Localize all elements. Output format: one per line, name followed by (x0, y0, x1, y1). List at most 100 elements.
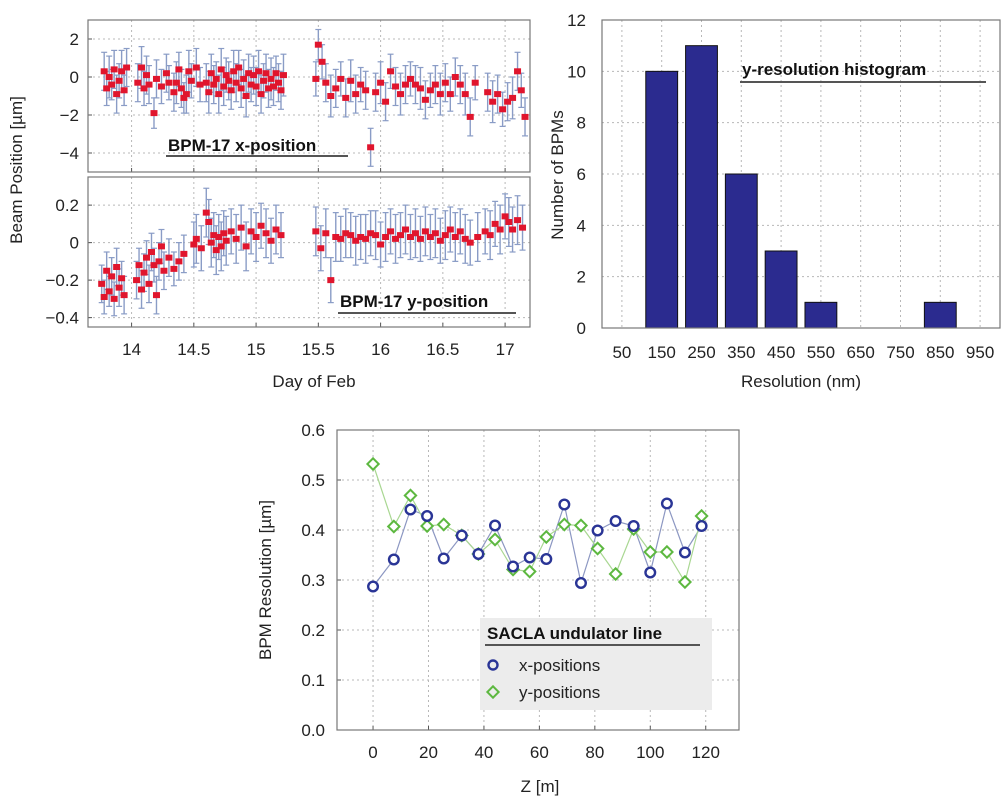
x-positions-point (660, 497, 673, 510)
beam-position-ylabel: Beam Position [µm] (7, 96, 26, 244)
y-position-xtick-label: 16 (371, 340, 390, 359)
y-position-point (242, 243, 250, 250)
x-position-point (150, 110, 158, 117)
x-position-point (272, 70, 280, 77)
x-position-point (441, 79, 449, 86)
x-position-point (342, 94, 350, 101)
y-position-point (456, 228, 464, 235)
histogram-xlabel: Resolution (nm) (741, 372, 861, 391)
histogram-bar (804, 301, 838, 329)
x-positions-point (523, 551, 536, 564)
y-position-point (135, 262, 143, 269)
x-positions-point (609, 515, 622, 528)
y-position-point (155, 258, 163, 265)
histogram-ytick-label: 12 (567, 11, 586, 30)
x-position-point (165, 79, 173, 86)
x-position-point (123, 64, 131, 71)
x-positions-point (695, 520, 708, 533)
resolution-xtick-label: 120 (692, 743, 720, 762)
x-position-point (270, 83, 278, 90)
x-position-point (514, 68, 522, 75)
x-position-point (322, 79, 330, 86)
y-position-point (217, 243, 225, 250)
x-position-point (225, 77, 233, 84)
resolution-annotation: SACLA undulator line (487, 624, 662, 643)
x-position-point (397, 91, 405, 98)
x-position-point (245, 70, 253, 77)
y-position-point (322, 230, 330, 237)
x-position-point (416, 85, 424, 92)
y-position-xtick-label: 14.5 (177, 340, 210, 359)
y-position-point (481, 228, 489, 235)
y-position-point (222, 237, 230, 244)
x-position-point (332, 85, 340, 92)
y-position-point (190, 241, 198, 248)
y-position-point (180, 250, 188, 257)
y-positions-point (365, 456, 381, 472)
x-position-point (426, 87, 434, 94)
x-position-point (252, 83, 260, 90)
y-position-point (392, 235, 400, 242)
y-position-point (451, 234, 459, 240)
x-position-point (215, 91, 223, 98)
x-position-point (145, 81, 153, 88)
y-position-point (197, 245, 205, 252)
y-position-point (160, 267, 168, 274)
x-position-point (484, 89, 492, 96)
y-position-point (157, 243, 165, 250)
y-position-point (100, 294, 108, 300)
y-position-point (411, 230, 419, 237)
y-position-xtick-label: 14 (122, 340, 141, 359)
x-position-point (466, 113, 474, 120)
y-position-point (110, 295, 118, 302)
y-position-point (317, 245, 325, 252)
y-positions-point (694, 508, 709, 524)
y-position-point (277, 232, 285, 239)
x-position-point (471, 79, 479, 86)
x-position-point (175, 66, 183, 73)
y-position-point (486, 232, 494, 239)
x-position-point (517, 87, 525, 94)
x-position-point (105, 74, 113, 80)
x-positions-point (387, 553, 400, 566)
legend-y-marker (485, 684, 501, 700)
x-position-point (138, 64, 146, 71)
histogram-ytick-label: 0 (577, 319, 586, 338)
y-position-point (342, 230, 350, 237)
x-position-point (494, 91, 502, 98)
x-position-point (103, 85, 111, 92)
y-position-point (509, 226, 517, 233)
y-position-point (387, 228, 395, 235)
histogram-xtick-label: 550 (807, 343, 835, 362)
y-position-point (150, 262, 158, 269)
y-position-point (377, 241, 385, 248)
y-positions-point (573, 518, 589, 533)
y-position-point (519, 224, 527, 231)
histogram-panel: 50 150 250 350 450 550 650 750 850 950 0 2 4 6 8 10 12 y… (567, 11, 1001, 362)
x-position-point (192, 64, 200, 71)
x-position-point (217, 66, 225, 73)
x-position-ytick-label: −2 (60, 106, 79, 125)
y-position-point (474, 234, 482, 240)
y-position-point (441, 232, 449, 239)
y-position-point (207, 239, 215, 246)
y-position-point (138, 286, 146, 293)
y-position-point (446, 226, 454, 233)
y-position-point (170, 265, 178, 272)
x-positions-point (591, 524, 604, 537)
histogram-ylabel: Number of BPMs (548, 110, 567, 239)
x-position-point (411, 81, 419, 88)
x-position-point (312, 75, 320, 82)
y-position-point (267, 237, 275, 244)
y-position-point (215, 234, 223, 240)
y-position-point (115, 284, 123, 291)
x-position-point (177, 85, 185, 92)
y-position-point (152, 292, 160, 299)
histogram-xtick-label: 750 (886, 343, 914, 362)
x-position-point (170, 89, 178, 96)
y-position-point (382, 234, 390, 240)
x-position-point (230, 68, 238, 75)
x-position-point (499, 106, 507, 113)
y-position-point (205, 219, 213, 225)
histogram-xtick-label: 150 (648, 343, 676, 362)
